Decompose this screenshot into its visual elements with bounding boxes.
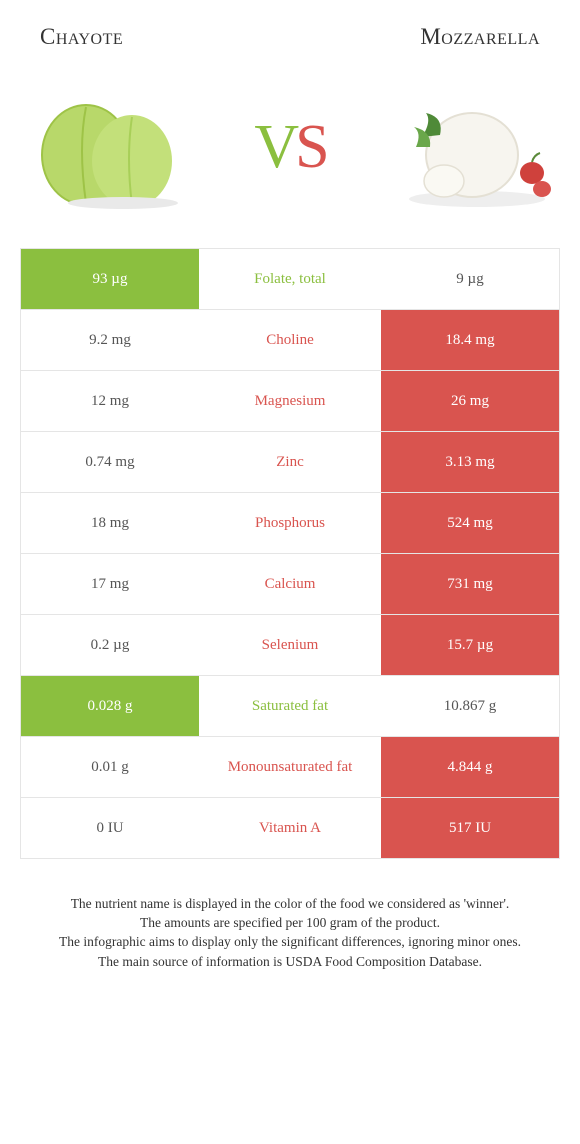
value-left: 0 IU xyxy=(21,798,199,858)
value-left: 17 mg xyxy=(21,554,199,614)
hero-row: VS xyxy=(0,56,580,234)
nutrient-name: Zinc xyxy=(199,432,381,492)
table-row: 0 IUVitamin A517 IU xyxy=(21,798,559,859)
nutrient-name: Selenium xyxy=(199,615,381,675)
vs-v: V xyxy=(254,112,295,183)
value-left: 0.2 µg xyxy=(21,615,199,675)
nutrient-name: Monounsaturated fat xyxy=(199,737,381,797)
nutrient-name: Saturated fat xyxy=(199,676,381,736)
chayote-image xyxy=(28,72,188,222)
title-right: Mozzarella xyxy=(420,24,540,50)
value-right: 10.867 g xyxy=(381,676,559,736)
value-right: 3.13 mg xyxy=(381,432,559,492)
value-left: 0.74 mg xyxy=(21,432,199,492)
table-row: 12 mgMagnesium26 mg xyxy=(21,371,559,432)
value-right: 18.4 mg xyxy=(381,310,559,370)
nutrient-name: Choline xyxy=(199,310,381,370)
value-right: 15.7 µg xyxy=(381,615,559,675)
value-right: 9 µg xyxy=(381,249,559,309)
table-row: 0.2 µgSelenium15.7 µg xyxy=(21,615,559,676)
vs-label: VS xyxy=(254,112,325,183)
comparison-table: 93 µgFolate, total9 µg9.2 mgCholine18.4 … xyxy=(20,248,560,859)
footnote-line: The amounts are specified per 100 gram o… xyxy=(20,914,560,932)
value-left: 12 mg xyxy=(21,371,199,431)
table-row: 0.01 gMonounsaturated fat4.844 g xyxy=(21,737,559,798)
table-row: 9.2 mgCholine18.4 mg xyxy=(21,310,559,371)
table-row: 0.028 gSaturated fat10.867 g xyxy=(21,676,559,737)
value-right: 26 mg xyxy=(381,371,559,431)
vs-s: S xyxy=(295,112,325,183)
footnote-line: The infographic aims to display only the… xyxy=(20,933,560,951)
value-right: 731 mg xyxy=(381,554,559,614)
value-right: 4.844 g xyxy=(381,737,559,797)
table-row: 18 mgPhosphorus524 mg xyxy=(21,493,559,554)
nutrient-name: Phosphorus xyxy=(199,493,381,553)
mozzarella-image xyxy=(392,72,552,222)
value-right: 524 mg xyxy=(381,493,559,553)
nutrient-name: Folate, total xyxy=(199,249,381,309)
value-left: 9.2 mg xyxy=(21,310,199,370)
infographic-container: Chayote Mozzarella VS xyxy=(0,0,580,971)
title-left: Chayote xyxy=(40,24,123,50)
nutrient-name: Vitamin A xyxy=(199,798,381,858)
table-row: 17 mgCalcium731 mg xyxy=(21,554,559,615)
footnote-line: The main source of information is USDA F… xyxy=(20,953,560,971)
table-row: 0.74 mgZinc3.13 mg xyxy=(21,432,559,493)
header: Chayote Mozzarella xyxy=(0,0,580,56)
value-left: 0.028 g xyxy=(21,676,199,736)
table-row: 93 µgFolate, total9 µg xyxy=(21,249,559,310)
footnote-line: The nutrient name is displayed in the co… xyxy=(20,895,560,913)
value-left: 18 mg xyxy=(21,493,199,553)
value-right: 517 IU xyxy=(381,798,559,858)
nutrient-name: Magnesium xyxy=(199,371,381,431)
footnotes: The nutrient name is displayed in the co… xyxy=(20,895,560,971)
nutrient-name: Calcium xyxy=(199,554,381,614)
value-left: 0.01 g xyxy=(21,737,199,797)
value-left: 93 µg xyxy=(21,249,199,309)
